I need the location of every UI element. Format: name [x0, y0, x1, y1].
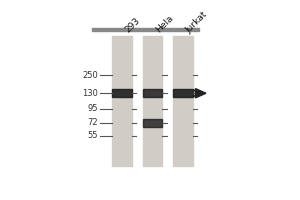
Text: Hela: Hela: [154, 14, 175, 35]
Bar: [112, 36, 132, 166]
Bar: [173, 36, 193, 166]
Text: 293: 293: [124, 16, 142, 35]
Bar: [173, 89, 193, 97]
Text: 250: 250: [82, 71, 98, 80]
Text: 55: 55: [88, 131, 98, 140]
Text: 95: 95: [88, 104, 98, 113]
Bar: [143, 89, 163, 97]
Bar: [112, 89, 132, 97]
Text: Jurkat: Jurkat: [184, 10, 209, 35]
Polygon shape: [196, 89, 206, 98]
Bar: [143, 119, 163, 127]
Text: 72: 72: [87, 118, 98, 127]
Bar: [92, 28, 199, 31]
Text: 130: 130: [82, 89, 98, 98]
Bar: [143, 36, 163, 166]
